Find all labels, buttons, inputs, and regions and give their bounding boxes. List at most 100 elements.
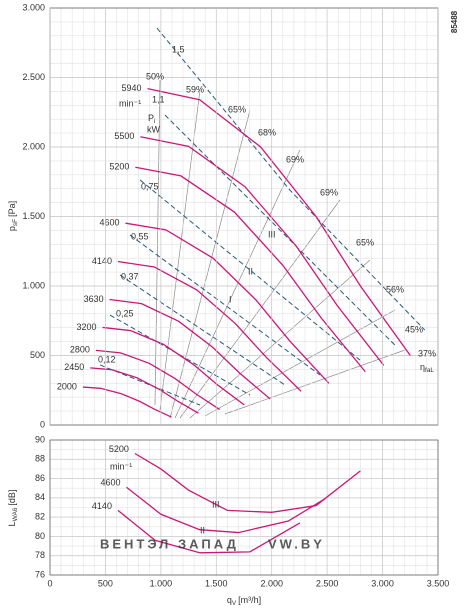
- efficiency-label: 59%: [186, 84, 204, 94]
- efficiency-label: 56%: [386, 284, 404, 294]
- zone-label: II: [200, 525, 205, 535]
- speed-unit: min⁻¹: [110, 461, 132, 471]
- x-tick-label: 1.500: [205, 578, 228, 588]
- efficiency-label: 65%: [356, 237, 374, 247]
- system-line: [204, 309, 396, 417]
- speed-curve: [90, 367, 199, 414]
- x-tick-label: 2.000: [260, 578, 283, 588]
- unit: [m³/h]: [238, 595, 261, 605]
- power-label: Pi: [148, 113, 155, 124]
- watermark: ЗАПАД: [178, 536, 239, 551]
- speed-curve: [125, 222, 330, 384]
- power-line: [156, 27, 426, 331]
- speed-label: 5940: [122, 83, 142, 93]
- zone-label: III: [212, 499, 220, 509]
- symbol: P: [148, 113, 154, 123]
- system-line: [174, 149, 301, 419]
- y-tick-label: 90: [35, 434, 45, 444]
- subscript: sF: [12, 219, 19, 226]
- y-tick-label: 1.000: [22, 280, 45, 290]
- power-value: 0,37: [121, 271, 139, 281]
- power-value: 1,5: [172, 44, 185, 54]
- speed-curve: [95, 349, 221, 411]
- speed-curve: [135, 166, 366, 373]
- efficiency-label: 69%: [320, 187, 338, 197]
- symbol: p: [7, 226, 17, 231]
- system-line: [169, 109, 251, 419]
- speed-label: 5200: [109, 444, 129, 454]
- y-tick-label: 84: [35, 492, 45, 502]
- y-tick-label: 88: [35, 454, 45, 464]
- efficiency-label: 37%: [418, 348, 436, 358]
- power-value: 0,25: [116, 308, 134, 318]
- speed-label: 5200: [109, 162, 129, 172]
- efficiency-label: 50%: [146, 71, 164, 81]
- y-tick-label: 2.500: [22, 72, 45, 82]
- y-tick-label: 76: [35, 569, 45, 579]
- speed-label: 2450: [64, 362, 84, 372]
- x-axis-label: qV [m³/h]: [227, 595, 261, 606]
- speed-label: 5500: [114, 131, 134, 141]
- speed-label: 4600: [99, 218, 119, 228]
- x-tick-label: 1.000: [150, 578, 173, 588]
- watermark: VW.BY: [268, 536, 325, 551]
- drawing-number: 85488: [450, 10, 459, 33]
- power-line: [119, 274, 286, 386]
- x-tick-label: 3.500: [427, 578, 450, 588]
- symbol: L: [7, 521, 17, 526]
- system-line: [224, 349, 406, 415]
- power-value: 0,75: [141, 181, 159, 191]
- efficiency-label: 65%: [228, 104, 246, 114]
- y-tick-label: 3.000: [22, 2, 45, 12]
- speed-label: 3630: [84, 294, 104, 304]
- efficiency-label: 69%: [286, 154, 304, 164]
- unit: [dB]: [7, 490, 17, 506]
- speed-label: 3200: [77, 322, 97, 332]
- x-tick-label: 500: [98, 578, 113, 588]
- efficiency-symbol: ηfaL: [420, 362, 434, 373]
- speed-label: 4140: [92, 501, 112, 511]
- power-line: [164, 114, 396, 346]
- x-tick-label: 3.000: [371, 578, 394, 588]
- speed-curve: [102, 326, 245, 406]
- y-tick-label: 82: [35, 512, 45, 522]
- subscript: WA6: [12, 507, 19, 521]
- power-line: [129, 234, 321, 376]
- y-axis-label: psF [Pa]: [7, 201, 18, 231]
- unit: [Pa]: [7, 201, 17, 217]
- y-axis-label: LWA6[dB]: [7, 490, 18, 527]
- speed-curve: [147, 87, 411, 356]
- watermark: ВЕНТЭЛ: [100, 536, 171, 551]
- y-tick-label: 1.500: [22, 211, 45, 221]
- symbol: q: [227, 595, 232, 605]
- speed-label: 4600: [100, 478, 120, 488]
- speed-curve: [82, 386, 172, 418]
- zone-label: I: [229, 294, 232, 304]
- speed-curve: [126, 486, 326, 534]
- speed-label: 2000: [57, 381, 77, 391]
- speed-curve: [117, 509, 301, 554]
- system-line: [179, 199, 341, 419]
- power-unit: kW: [147, 124, 161, 134]
- speed-label: 2800: [70, 345, 90, 355]
- y-tick-label: 80: [35, 531, 45, 541]
- y-tick-label: 2.000: [22, 141, 45, 151]
- x-tick-label: 2.500: [316, 578, 339, 588]
- system-line: [154, 79, 161, 406]
- speed-curve: [140, 136, 385, 366]
- subscript: faL: [425, 367, 434, 374]
- speed-curve: [134, 452, 361, 513]
- x-tick-label: 0: [47, 578, 52, 588]
- speed-curve: [109, 298, 271, 400]
- power-value: 0,12: [98, 354, 116, 364]
- plot-frame: [49, 439, 439, 576]
- power-value: 0,55: [131, 231, 149, 241]
- speed-label: 4140: [92, 256, 112, 266]
- symbol: η: [420, 362, 425, 372]
- y-tick-label: 78: [35, 550, 45, 560]
- y-tick-label: 500: [30, 350, 45, 360]
- power-line: [139, 179, 361, 361]
- y-tick-label: 86: [35, 473, 45, 483]
- speed-unit: min⁻¹: [119, 98, 141, 108]
